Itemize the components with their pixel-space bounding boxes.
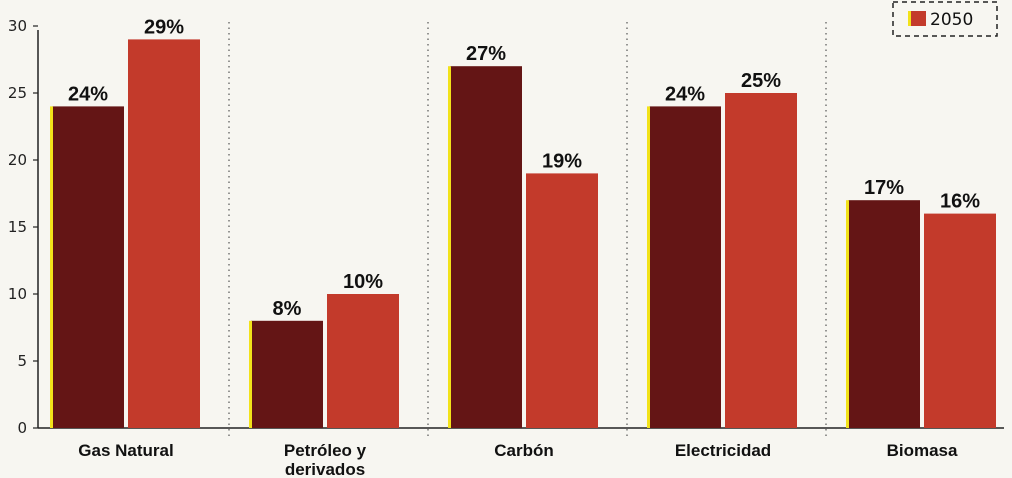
bar: [327, 294, 399, 428]
y-tick-label: 20: [8, 151, 27, 169]
y-tick-label: 30: [8, 17, 27, 35]
value-label: 8%: [273, 298, 302, 320]
category-label: Gas Natural: [78, 441, 173, 460]
legend: 2050: [892, 1, 998, 37]
bar: [924, 213, 996, 428]
legend-swatch-edge: [908, 11, 911, 26]
bars: [50, 39, 996, 429]
bar: [848, 200, 920, 428]
bar-edge-highlight: [50, 106, 53, 429]
category-label: Electricidad: [675, 441, 771, 460]
bar: [526, 173, 598, 428]
value-label: 24%: [665, 83, 705, 105]
category-label: Petróleo y: [284, 441, 367, 460]
y-tick-labels: 0 5 10 15 20 25 30: [8, 17, 27, 437]
y-tick-label: 15: [8, 218, 27, 236]
bar: [52, 106, 124, 429]
y-tick-label: 0: [17, 419, 27, 437]
value-label: 16%: [940, 191, 980, 213]
category-separators: [228, 22, 827, 440]
y-tick-label: 10: [8, 285, 27, 303]
y-tick-label: 25: [8, 84, 27, 102]
category-label: derivados: [285, 460, 365, 478]
bar-edge-highlight: [647, 106, 650, 429]
bar-edge-highlight: [448, 66, 451, 428]
value-label: 27%: [466, 43, 506, 65]
bar-edge-highlight: [249, 320, 252, 428]
bar-edge-highlight: [846, 200, 849, 428]
value-label: 24%: [68, 83, 108, 105]
legend-swatch: [911, 11, 926, 26]
value-labels: 24% 29% 8% 10% 27% 19% 24% 25% 17% 16%: [68, 16, 980, 319]
y-tick-label: 5: [17, 352, 27, 370]
legend-label: 2050: [930, 10, 973, 30]
category-label: Carbón: [494, 441, 554, 460]
bar: [725, 93, 797, 428]
value-label: 17%: [864, 177, 904, 199]
bar: [128, 39, 200, 429]
value-label: 25%: [741, 70, 781, 92]
value-label: 19%: [542, 150, 582, 172]
value-label: 29%: [144, 16, 184, 38]
category-label: Biomasa: [887, 441, 958, 460]
value-label: 10%: [343, 271, 383, 293]
bar: [251, 320, 323, 428]
legend-box: [892, 1, 998, 37]
bar: [450, 66, 522, 428]
bar: [649, 106, 721, 429]
